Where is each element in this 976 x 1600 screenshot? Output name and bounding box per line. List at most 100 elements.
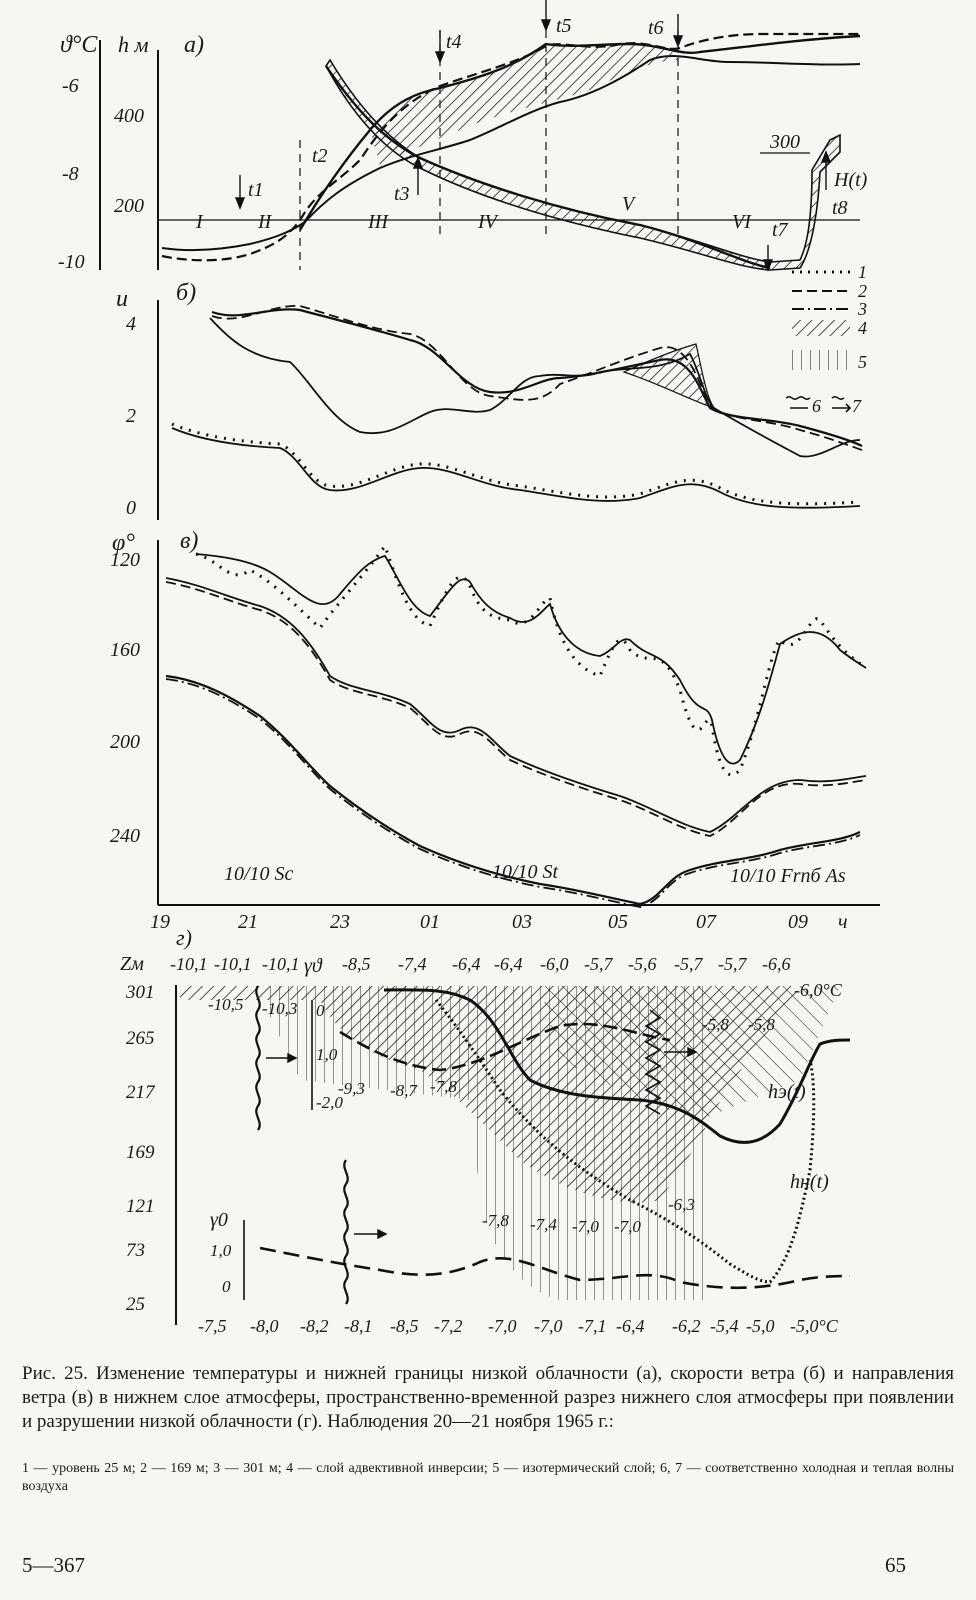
panel-a-temp-label: ϑ°C xyxy=(60,32,98,58)
wind-dir-301m xyxy=(165,674,861,906)
svg-text:-8,1: -8,1 xyxy=(344,1316,373,1336)
svg-text:0: 0 xyxy=(222,1277,231,1296)
svg-text:25: 25 xyxy=(126,1294,145,1315)
cloud-label-sc: 10/10 Sc xyxy=(224,863,294,885)
x-axis-ticks: 19 21 23 01 03 05 07 09 ч xyxy=(150,911,848,933)
t8-label: t8 xyxy=(832,197,848,219)
svg-text:09: 09 xyxy=(788,911,808,933)
panel-d-ylabel: Zм xyxy=(120,953,144,975)
svg-text:-5,0: -5,0 xyxy=(746,1316,775,1336)
svg-text:-8,5: -8,5 xyxy=(342,954,371,974)
temp-tick-minus8: -8 xyxy=(62,163,79,185)
svg-text:05: 05 xyxy=(608,911,628,933)
legend-mark-2: 2 xyxy=(858,281,867,301)
svg-text:-2,0: -2,0 xyxy=(316,1093,343,1112)
svg-text:0: 0 xyxy=(316,1001,325,1020)
temp-tick-minus10: -10 xyxy=(58,251,85,273)
temp-tick-minus6: -6 xyxy=(62,75,79,97)
figure-legend: 1 — уровень 25 м; 2 — 169 м; 3 — 301 м; … xyxy=(22,1461,954,1494)
svg-text:-7,2: -7,2 xyxy=(434,1316,463,1336)
svg-text:-7,0: -7,0 xyxy=(534,1316,563,1336)
panel-c-label: в) xyxy=(180,528,198,554)
signature-mark: 5—367 xyxy=(22,1553,85,1577)
svg-text:21: 21 xyxy=(238,911,258,933)
panel-b-tick-4: 4 xyxy=(126,313,136,335)
page-number: 65 xyxy=(885,1553,906,1577)
panel-c-tick-240: 240 xyxy=(110,825,140,847)
svg-text:-8,0: -8,0 xyxy=(250,1316,279,1336)
period-II: II xyxy=(257,211,273,233)
svg-text:07: 07 xyxy=(696,911,717,933)
svg-text:-8,2: -8,2 xyxy=(300,1316,329,1336)
period-III: III xyxy=(367,211,389,233)
t1-label: t1 xyxy=(248,179,264,201)
wind-speed-169m xyxy=(209,317,861,458)
t2-label: t2 xyxy=(312,145,328,167)
figure: ϑ°C h м а) -6 -8 -10 400 200 I II III IV… xyxy=(58,0,880,1336)
legend-mark-4: 4 xyxy=(858,318,867,338)
wind-dir-169m xyxy=(165,577,867,833)
t5-label: t5 xyxy=(556,15,572,37)
panel-c-tick-160: 160 xyxy=(110,639,140,661)
svg-text:-7,0: -7,0 xyxy=(572,1217,599,1236)
he-curve-label: hэ(t) xyxy=(768,1081,806,1103)
svg-text:-8,7: -8,7 xyxy=(390,1081,418,1100)
svg-text:169: 169 xyxy=(126,1142,155,1163)
svg-text:-10,1: -10,1 xyxy=(214,954,252,974)
wind-dir-25m xyxy=(195,553,867,765)
svg-text:-6,4: -6,4 xyxy=(494,954,523,974)
t3-label: t3 xyxy=(394,183,410,205)
svg-text:01: 01 xyxy=(420,911,440,933)
svg-text:1,0: 1,0 xyxy=(210,1241,232,1260)
svg-text:-7,8: -7,8 xyxy=(430,1077,457,1096)
legend-mark-7: 7 xyxy=(852,396,862,416)
svg-text:-6,0: -6,0 xyxy=(540,954,569,974)
svg-text:-5,8: -5,8 xyxy=(702,1015,729,1034)
temp-curve-169m xyxy=(161,32,860,262)
gamma-upper-label: γϑ xyxy=(304,955,323,977)
period-I: I xyxy=(195,211,204,233)
panel-c-tick-200: 200 xyxy=(110,731,140,753)
svg-text:-5,7: -5,7 xyxy=(584,954,613,974)
period-V: V xyxy=(622,193,637,215)
panel-a-h-label: h м xyxy=(118,32,149,57)
panel-c-ylabel: φ° xyxy=(112,530,135,556)
cloud-label-frnb: 10/10 Frnб As xyxy=(730,865,846,887)
svg-text:-6,4: -6,4 xyxy=(452,954,481,974)
panel-b-tick-2: 2 xyxy=(126,405,136,427)
t6-label: t6 xyxy=(648,17,664,39)
svg-text:-5,6: -5,6 xyxy=(628,954,657,974)
gamma-lower-label: γ0 xyxy=(210,1209,228,1231)
ht-label: H(t) xyxy=(833,169,868,191)
wind-speed-301m xyxy=(211,308,863,447)
cloud-label-st: 10/10 St xyxy=(492,861,559,883)
svg-text:-7,1: -7,1 xyxy=(578,1316,607,1336)
svg-text:-10,1: -10,1 xyxy=(170,954,208,974)
period-IV: IV xyxy=(477,211,500,233)
svg-text:301: 301 xyxy=(125,982,155,1003)
svg-text:-6,2: -6,2 xyxy=(672,1316,701,1336)
svg-text:-6,3: -6,3 xyxy=(668,1195,695,1214)
panel-b-tick-0: 0 xyxy=(126,497,136,519)
h300-label: 300 xyxy=(769,131,800,153)
svg-text:-10,5: -10,5 xyxy=(208,995,243,1014)
h-e-curve xyxy=(383,988,851,1144)
svg-text:-10,3: -10,3 xyxy=(262,999,297,1018)
svg-text:-8,5: -8,5 xyxy=(390,1316,419,1336)
svg-text:23: 23 xyxy=(330,911,350,933)
svg-text:-5,7: -5,7 xyxy=(674,954,703,974)
panel-c-tick-120: 120 xyxy=(110,549,140,571)
svg-text:-6,4: -6,4 xyxy=(616,1316,645,1336)
inner-values: -10,5 -10,3 -9,3 -8,7 -7,8 -7,8 -7,4 -7,… xyxy=(208,995,775,1236)
svg-text:-7,4: -7,4 xyxy=(398,954,427,974)
svg-text:-7,0: -7,0 xyxy=(488,1316,517,1336)
svg-text:-7,5: -7,5 xyxy=(198,1316,227,1336)
svg-text:265: 265 xyxy=(126,1028,155,1049)
period-VI: VI xyxy=(732,211,752,233)
legend-mark-6: 6 xyxy=(812,396,821,416)
t7-label: t7 xyxy=(772,219,789,241)
legend-mark-3: 3 xyxy=(857,299,867,319)
temp-curve-301m xyxy=(298,34,861,231)
bottom-temp-row: -7,5 -8,0 -8,2 -8,1 -8,5 -7,2 -7,0 -7,0 … xyxy=(198,1316,839,1336)
panel-b: u б) 4 2 0 xyxy=(116,280,863,520)
